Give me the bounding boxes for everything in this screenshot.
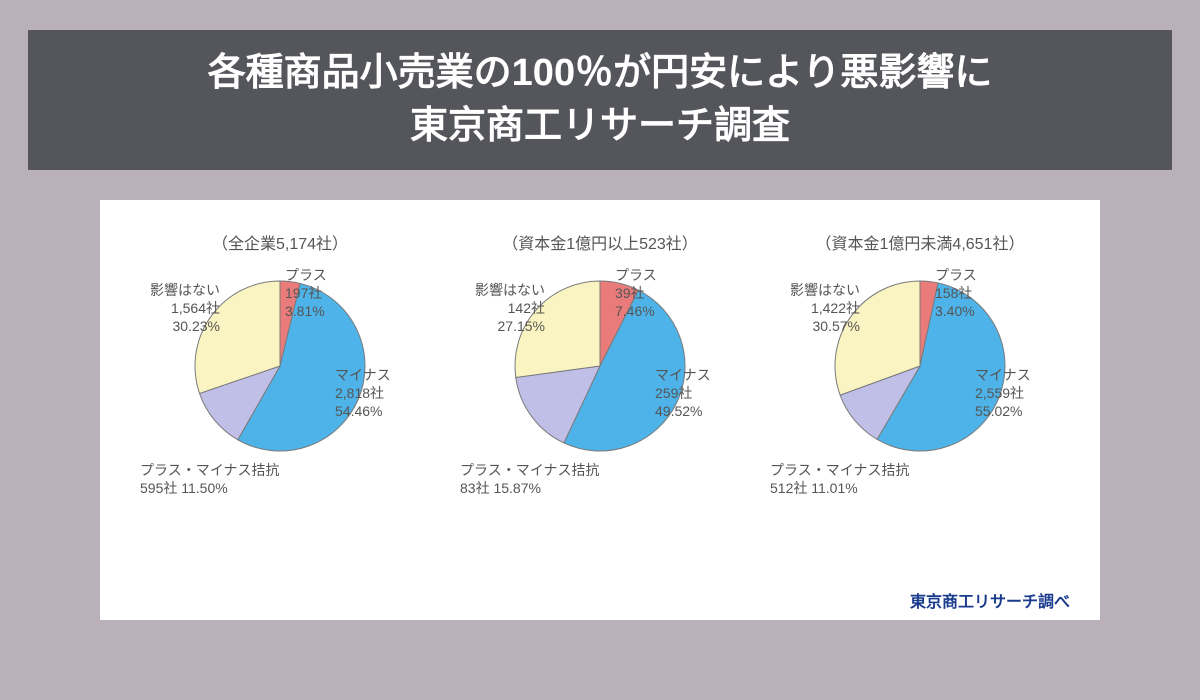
pie-wrap-0: プラス 197社 3.81% マイナス 2,818社 54.46% プラス・マイ… (120, 266, 440, 546)
lbl-plus-2: プラス 158社 3.40% (935, 266, 977, 321)
charts-row: （全企業5,174社） プラス 197社 3.81% マイナス 2,818社 5… (120, 230, 1080, 600)
lbl-none-1: 影響はない 142社 27.15% (475, 281, 545, 336)
chart-cell-0: （全企業5,174社） プラス 197社 3.81% マイナス 2,818社 5… (120, 230, 440, 600)
lbl-none-name-0: 影響はない (150, 282, 220, 298)
lbl-minus-name-0: マイナス (335, 367, 391, 383)
lbl-minus-2: マイナス 2,559社 55.02% (975, 366, 1031, 421)
lbl-plus-1: プラス 39社 7.46% (615, 266, 657, 321)
lbl-mixed-0: プラス・マイナス拮抗 595社 11.50% (140, 461, 279, 497)
lbl-plus-0: プラス 197社 3.81% (285, 266, 327, 321)
pie-wrap-2: プラス 158社 3.40% マイナス 2,559社 55.02% プラス・マイ… (760, 266, 1080, 546)
lbl-plus-pct-1: 7.46% (615, 303, 655, 319)
lbl-none-count-1: 142社 (508, 300, 545, 316)
lbl-minus-1: マイナス 259社 49.52% (655, 366, 711, 421)
lbl-none-count-0: 1,564社 (171, 300, 220, 316)
chart-panel: （全企業5,174社） プラス 197社 3.81% マイナス 2,818社 5… (100, 200, 1100, 620)
chart-title-1: （資本金1億円以上523社） (440, 230, 760, 254)
lbl-plus-pct-0: 3.81% (285, 303, 325, 319)
lbl-none-count-2: 1,422社 (811, 300, 860, 316)
lbl-minus-0: マイナス 2,818社 54.46% (335, 366, 391, 421)
lbl-minus-count-2: 2,559社 (975, 385, 1024, 401)
lbl-mixed-1: プラス・マイナス拮抗 83社 15.87% (460, 461, 599, 497)
lbl-minus-name-1: マイナス (655, 367, 711, 383)
lbl-minus-pct-0: 54.46% (335, 403, 382, 419)
lbl-mixed-name-0: プラス・マイナス拮抗 (140, 462, 279, 478)
lbl-none-name-1: 影響はない (475, 282, 545, 298)
lbl-none-0: 影響はない 1,564社 30.23% (150, 281, 220, 336)
chart-cell-1: （資本金1億円以上523社） プラス 39社 7.46% マイナス 259社 4… (440, 230, 760, 600)
header-band: 各種商品小売業の100％が円安により悪影響に 東京商工リサーチ調査 (28, 30, 1172, 170)
lbl-none-pct-1: 27.15% (498, 318, 545, 334)
pie-wrap-1: プラス 39社 7.46% マイナス 259社 49.52% プラス・マイナス拮… (440, 266, 760, 546)
lbl-plus-name-0: プラス (285, 267, 327, 283)
lbl-minus-name-2: マイナス (975, 367, 1031, 383)
chart-title-0: （全企業5,174社） (120, 230, 440, 254)
lbl-plus-count-2: 158社 (935, 285, 972, 301)
header-line-1: 各種商品小売業の100％が円安により悪影響に (208, 47, 993, 100)
lbl-none-pct-2: 30.57% (813, 318, 860, 334)
attribution: 東京商工リサーチ調べ (910, 588, 1070, 612)
chart-title-2: （資本金1億円未満4,651社） (760, 230, 1080, 254)
lbl-plus-count-0: 197社 (285, 285, 322, 301)
lbl-minus-pct-1: 49.52% (655, 403, 702, 419)
lbl-mixed-name-1: プラス・マイナス拮抗 (460, 462, 599, 478)
lbl-minus-pct-2: 55.02% (975, 403, 1022, 419)
lbl-minus-count-0: 2,818社 (335, 385, 384, 401)
lbl-none-pct-0: 30.23% (173, 318, 220, 334)
lbl-mixed-line2-1: 83社 15.87% (460, 480, 541, 496)
lbl-minus-count-1: 259社 (655, 385, 692, 401)
lbl-none-name-2: 影響はない (790, 282, 860, 298)
lbl-mixed-name-2: プラス・マイナス拮抗 (770, 462, 909, 478)
lbl-mixed-2: プラス・マイナス拮抗 512社 11.01% (770, 461, 909, 497)
lbl-mixed-line2-2: 512社 11.01% (770, 480, 858, 496)
page-root: 各種商品小売業の100％が円安により悪影響に 東京商工リサーチ調査 （全企業5,… (0, 0, 1200, 700)
chart-cell-2: （資本金1億円未満4,651社） プラス 158社 3.40% マイナス 2,5… (760, 230, 1080, 600)
lbl-plus-name-2: プラス (935, 267, 977, 283)
lbl-plus-pct-2: 3.40% (935, 303, 975, 319)
lbl-plus-name-1: プラス (615, 267, 657, 283)
header-line-2: 東京商工リサーチ調査 (410, 100, 790, 153)
lbl-none-2: 影響はない 1,422社 30.57% (790, 281, 860, 336)
lbl-plus-count-1: 39社 (615, 285, 645, 301)
lbl-mixed-line2-0: 595社 11.50% (140, 480, 228, 496)
